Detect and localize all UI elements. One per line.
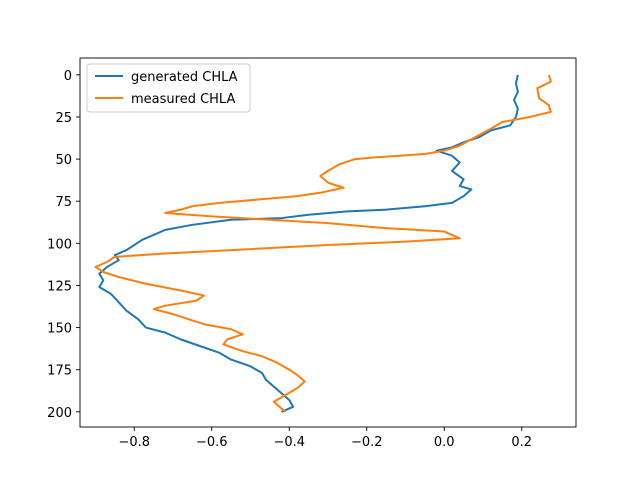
legend-label-measured-chla: measured CHLA bbox=[131, 92, 235, 107]
x-tick-label: −0.6 bbox=[196, 435, 228, 450]
y-tick-label: 125 bbox=[47, 279, 72, 294]
y-axis-ticks: 0 25 50 75 100 125 150 175 200 bbox=[47, 69, 80, 421]
series-line-generated-chla bbox=[98, 74, 519, 413]
y-tick-label: 175 bbox=[47, 364, 72, 379]
y-tick-label: 150 bbox=[47, 322, 72, 337]
x-tick-label: −0.2 bbox=[351, 435, 383, 450]
legend-label-generated-chla: generated CHLA bbox=[131, 70, 238, 85]
x-tick-label: 0.0 bbox=[434, 435, 455, 450]
legend: generated CHLA measured CHLA bbox=[86, 63, 251, 113]
y-tick-label: 0 bbox=[64, 69, 72, 84]
series-line-measured-chla bbox=[94, 74, 552, 413]
series-layer bbox=[94, 74, 552, 413]
y-tick-label: 50 bbox=[55, 153, 72, 168]
legend-frame bbox=[86, 63, 251, 113]
y-tick-label: 200 bbox=[47, 406, 72, 421]
plot-area: −0.8 −0.6 −0.4 −0.2 0.0 0.2 0 25 50 75 100 125 150 1… bbox=[47, 57, 577, 450]
plot-frame bbox=[79, 57, 577, 428]
y-tick-label: 25 bbox=[55, 111, 72, 126]
x-tick-label: 0.2 bbox=[511, 435, 532, 450]
x-tick-label: −0.8 bbox=[118, 435, 150, 450]
y-tick-label: 75 bbox=[55, 195, 72, 210]
y-tick-label: 100 bbox=[47, 237, 72, 252]
x-tick-label: −0.4 bbox=[273, 435, 305, 450]
x-axis-ticks: −0.8 −0.6 −0.4 −0.2 0.0 0.2 bbox=[118, 427, 532, 450]
